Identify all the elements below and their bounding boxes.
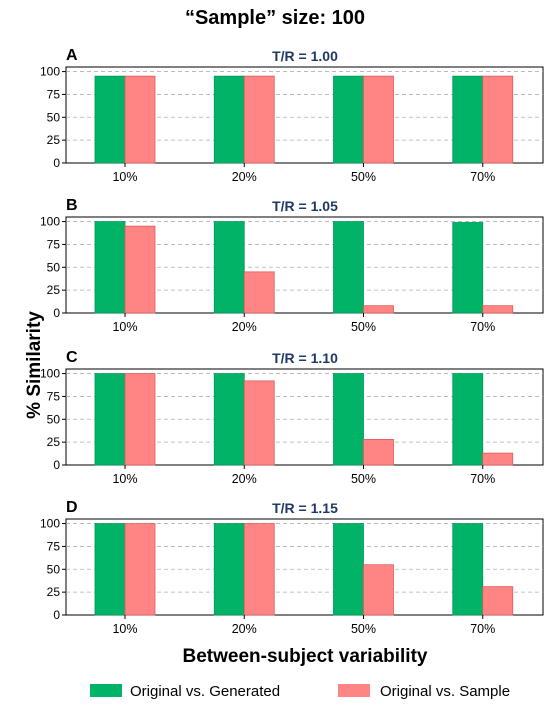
y-tick-label: 75	[47, 237, 61, 251]
bar-generated-70pct	[452, 222, 484, 314]
bar-generated-20pct	[213, 523, 245, 616]
bar-generated-20pct	[213, 373, 245, 466]
bar-sample-20pct	[243, 75, 275, 164]
legend-label-generated: Original vs. Generated	[130, 683, 280, 700]
bar-sample-10pct	[124, 373, 156, 466]
y-tick-label: 25	[47, 283, 61, 297]
x-tick-label: 10%	[112, 170, 137, 184]
bar-sample-10pct	[124, 225, 156, 314]
panel-b: 0 25 50 75 100 10% 20% 50% 70% B T/R = 1.05	[40, 197, 544, 334]
y-tick-label: 75	[47, 87, 61, 101]
y-tick-label: 0	[53, 156, 60, 170]
x-axis-title: Between-subject variability	[183, 646, 428, 667]
panel-title: T/R = 1.10	[272, 350, 338, 366]
x-tick-label: 10%	[112, 622, 137, 636]
y-tick-label: 50	[47, 260, 61, 274]
legend-swatch-generated	[90, 684, 122, 697]
x-tick-label: 50%	[351, 320, 376, 334]
x-tick-label: 20%	[232, 320, 257, 334]
y-tick-label: 100	[40, 367, 60, 381]
bar-generated-10pct	[94, 221, 126, 314]
bar-generated-10pct	[94, 373, 126, 466]
y-tick-label: 0	[53, 306, 60, 320]
bar-sample-20pct	[243, 523, 275, 616]
x-tick-label: 50%	[351, 170, 376, 184]
panel-letter: B	[66, 197, 78, 214]
bar-generated-20pct	[213, 221, 245, 314]
bar-sample-50pct	[363, 438, 394, 466]
bar-generated-50pct	[333, 373, 364, 466]
panel-letter: D	[66, 499, 78, 516]
y-tick-label: 50	[47, 412, 61, 426]
legend: Original vs. Generated Original vs. Samp…	[90, 683, 510, 700]
y-tick-label: 100	[40, 517, 60, 531]
x-tick-label: 70%	[470, 320, 495, 334]
y-tick-label: 75	[47, 389, 61, 403]
bar-generated-50pct	[333, 75, 364, 164]
bar-generated-10pct	[94, 75, 126, 164]
legend-label-sample: Original vs. Sample	[380, 683, 510, 700]
panel-d: 0 25 50 75 100 10% 20% 50% 70% D T/R = 1.15	[40, 499, 544, 636]
bar-generated-50pct	[333, 523, 364, 616]
panel-c: 0 25 50 75 100 10% 20% 50% 70% C T/R = 1.10	[40, 349, 544, 486]
panel-a: 0 25 50 75 100 10% 20% 50% 70% A T/R = 1.00	[40, 47, 544, 184]
x-tick-label: 10%	[112, 320, 137, 334]
y-tick-label: 25	[47, 585, 61, 599]
bar-sample-70pct	[482, 586, 514, 616]
bar-generated-10pct	[94, 523, 126, 616]
y-tick-label: 50	[47, 562, 61, 576]
y-tick-label: 25	[47, 435, 61, 449]
bar-sample-10pct	[124, 75, 156, 164]
x-tick-label: 50%	[351, 472, 376, 486]
figure-title: “Sample” size: 100	[185, 7, 365, 29]
y-tick-label: 25	[47, 133, 61, 147]
bar-sample-70pct	[482, 75, 514, 164]
x-tick-label: 10%	[112, 472, 137, 486]
y-tick-label: 0	[53, 608, 60, 622]
panel-title: T/R = 1.15	[272, 500, 338, 516]
bar-sample-50pct	[363, 564, 394, 616]
y-tick-label: 50	[47, 110, 61, 124]
y-tick-label: 0	[53, 458, 60, 472]
x-tick-label: 20%	[232, 170, 257, 184]
panel-letter: C	[66, 349, 78, 366]
panel-letter: A	[66, 47, 78, 64]
y-tick-label: 100	[40, 215, 60, 229]
bar-sample-20pct	[243, 271, 275, 314]
bar-generated-70pct	[452, 523, 484, 616]
panel-title: T/R = 1.00	[272, 48, 338, 64]
legend-swatch-sample	[338, 684, 370, 697]
bar-generated-20pct	[213, 75, 245, 164]
x-tick-label: 20%	[232, 622, 257, 636]
x-tick-label: 70%	[470, 622, 495, 636]
x-tick-label: 70%	[470, 170, 495, 184]
bar-sample-20pct	[243, 380, 275, 466]
panel-title: T/R = 1.05	[272, 198, 338, 214]
bar-sample-10pct	[124, 523, 156, 616]
bar-sample-70pct	[482, 452, 514, 466]
bar-sample-50pct	[363, 305, 394, 314]
panels: 0 25 50 75 100 10% 20% 50% 70% A T/R = 1.00 0 25 50 75…	[40, 47, 544, 636]
x-tick-label: 70%	[470, 472, 495, 486]
bar-generated-50pct	[333, 221, 364, 314]
bar-generated-70pct	[452, 373, 484, 466]
bar-sample-70pct	[482, 305, 514, 314]
bar-generated-70pct	[452, 75, 484, 164]
y-tick-label: 75	[47, 539, 61, 553]
bar-sample-50pct	[363, 75, 394, 164]
x-tick-label: 50%	[351, 622, 376, 636]
y-tick-label: 100	[40, 65, 60, 79]
y-axis-title: % Similarity	[24, 311, 45, 419]
x-tick-label: 20%	[232, 472, 257, 486]
